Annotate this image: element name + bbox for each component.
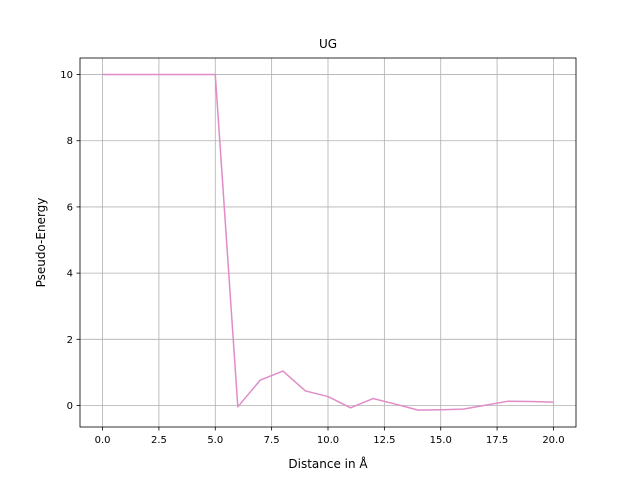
x-axis-ticks: 0.0 2.5 5.0 7.5 10.0 12.5 15.0 17.5 20.0: [95, 427, 565, 446]
y-axis-ticks: 0 2 4 6 8 10: [60, 70, 80, 412]
chart-title: UG: [319, 37, 337, 51]
y-axis-label: Pseudo-Energy: [34, 198, 48, 288]
x-tick-label: 17.5: [486, 435, 508, 446]
x-tick-label: 15.0: [430, 435, 452, 446]
x-tick-label: 2.5: [151, 435, 167, 446]
grid-lines: [80, 58, 576, 427]
x-tick-label: 0.0: [95, 435, 111, 446]
x-tick-label: 10.0: [317, 435, 339, 446]
y-tick-label: 0: [67, 401, 73, 412]
x-tick-label: 5.0: [207, 435, 223, 446]
x-tick-label: 7.5: [264, 435, 280, 446]
series-line: [102, 73, 554, 411]
x-tick-label: 12.5: [373, 435, 395, 446]
y-tick-label: 2: [67, 335, 73, 346]
y-tick-label: 4: [67, 269, 73, 280]
x-axis-label: Distance in Å: [288, 456, 368, 471]
y-tick-label: 8: [67, 136, 73, 147]
y-tick-label: 6: [67, 202, 73, 213]
y-tick-label: 10: [60, 70, 73, 81]
x-tick-label: 20.0: [542, 435, 564, 446]
series-layer: [102, 73, 554, 411]
